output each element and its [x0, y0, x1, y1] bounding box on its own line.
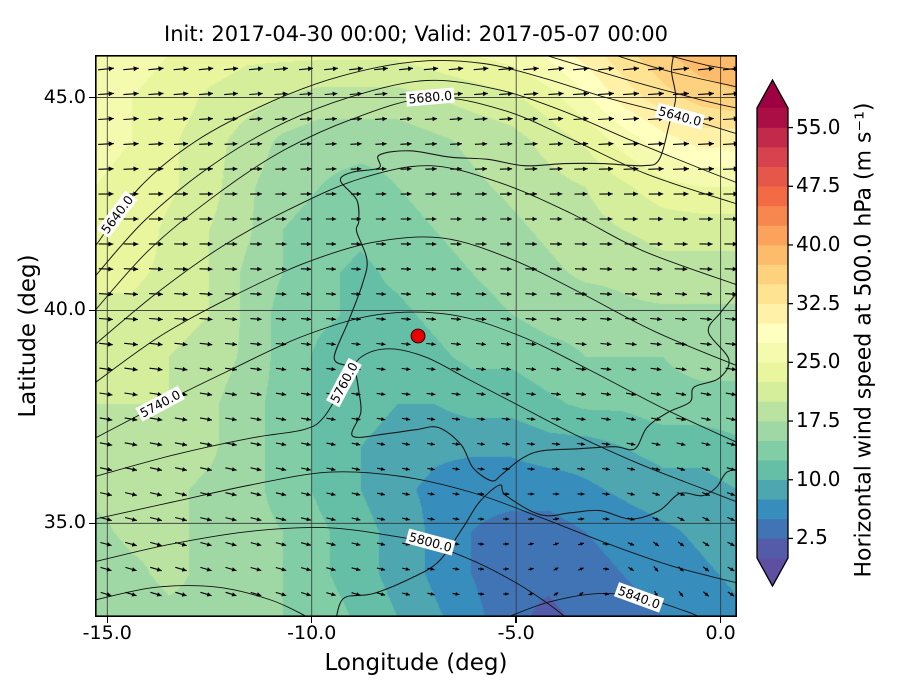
coastline	[333, 55, 737, 617]
x-tick-label: 0.0	[705, 622, 736, 644]
colorbar-band	[757, 225, 788, 246]
colorbar-tick-label: 32.5	[796, 290, 841, 315]
colorbar	[756, 78, 793, 588]
y-tick-label: 45.0	[43, 85, 86, 108]
x-tick-mark	[719, 617, 722, 623]
colorbar-band	[757, 107, 788, 128]
x-tick-label: -10.0	[287, 622, 337, 644]
wind-arrows	[98, 66, 737, 598]
y-tick-mark	[89, 522, 95, 525]
contour-line	[95, 311, 737, 443]
x-tick-mark	[515, 617, 517, 623]
colorbar-band	[757, 322, 788, 344]
contour-line	[544, 55, 737, 109]
colorbar-band	[757, 518, 788, 539]
colorbar-band	[757, 342, 788, 363]
x-tick-mark	[106, 617, 109, 623]
colorbar-band	[757, 146, 788, 167]
plot-border	[95, 55, 737, 617]
contour-line	[95, 236, 737, 384]
colorbar-tick-label: 40.0	[796, 231, 841, 256]
colorbar-band	[757, 401, 788, 422]
colorbar-band	[757, 362, 788, 383]
svg-text:5640.0: 5640.0	[98, 192, 136, 236]
y-tick-mark	[89, 96, 95, 99]
x-tick-label: -5.0	[497, 622, 535, 644]
colorbar-band	[757, 440, 788, 461]
colorbar-band	[757, 127, 788, 148]
contour-line	[667, 55, 737, 71]
colorbar-band	[757, 538, 788, 559]
colorbar-band	[757, 205, 788, 226]
svg-text:5800.0: 5800.0	[407, 529, 453, 555]
contour-label: 5740.0	[135, 385, 185, 422]
colorbar-tick-label: 10.0	[796, 466, 841, 491]
colorbar-band	[757, 166, 788, 187]
contour-line	[95, 96, 737, 311]
x-tick-mark	[310, 617, 313, 623]
colorbar-label: Horizontal wind speed at 500.0 hPa (m s⁻…	[851, 102, 877, 578]
y-tick-mark	[89, 309, 95, 312]
contour-line	[95, 471, 737, 584]
contour-label: 5840.0	[613, 582, 665, 613]
contour-label: 5680.0	[405, 87, 455, 107]
y-axis-label: Latitude (deg)	[15, 254, 41, 418]
x-tick-label: -15.0	[82, 622, 132, 644]
contour-line	[95, 79, 737, 277]
colorbar-band	[757, 499, 788, 520]
colorbar-band	[757, 479, 788, 500]
colorbar-tick-label: 25.0	[796, 349, 841, 374]
colorbar-band	[757, 185, 788, 207]
svg-text:5760.0: 5760.0	[327, 360, 361, 406]
colorbar-band	[757, 303, 788, 324]
contour-line	[95, 527, 566, 617]
colorbar-outline	[756, 78, 789, 588]
map-overlay: 5640.0 5640.0 5680.0 5740.0 5760.0 5800.0 5840…	[95, 55, 737, 617]
colorbar-band	[757, 381, 788, 402]
y-tick-label: 40.0	[43, 298, 86, 321]
colorbar-band	[757, 244, 788, 265]
svg-text:5680.0: 5680.0	[408, 88, 453, 107]
colorbar-band	[757, 420, 788, 441]
colorbar-tick-label: 2.5	[796, 525, 828, 550]
contour-label: 5640.0	[96, 190, 138, 239]
x-axis-label: Longitude (deg)	[324, 650, 508, 676]
svg-text:5640.0: 5640.0	[657, 103, 703, 129]
colorbar-tick-label: 47.5	[796, 173, 841, 198]
svg-text:5740.0: 5740.0	[137, 387, 183, 421]
graticule	[95, 55, 737, 617]
colorbar-tick-label: 55.0	[796, 114, 841, 139]
event-marker	[410, 328, 426, 344]
contour-line	[95, 59, 737, 247]
contour-line	[614, 55, 737, 88]
contour-label: 5760.0	[326, 357, 362, 408]
contour-line	[95, 348, 737, 503]
y-tick-label: 35.0	[43, 511, 86, 534]
contour-line	[507, 593, 701, 617]
plot-area: 5640.0 5640.0 5680.0 5740.0 5760.0 5800.0 5840…	[95, 55, 737, 617]
svg-text:5840.0: 5840.0	[616, 583, 662, 612]
colorbar-band	[757, 264, 788, 285]
contour-line	[95, 585, 308, 617]
colorbar-band	[757, 459, 788, 481]
contour-label: 5800.0	[405, 528, 456, 556]
colorbar-band	[757, 283, 788, 304]
contour-label: 5640.0	[654, 102, 706, 130]
colorbar-tick-label: 17.5	[796, 408, 841, 433]
chart-title: Init: 2017-04-30 00:00; Valid: 2017-05-0…	[164, 22, 668, 46]
